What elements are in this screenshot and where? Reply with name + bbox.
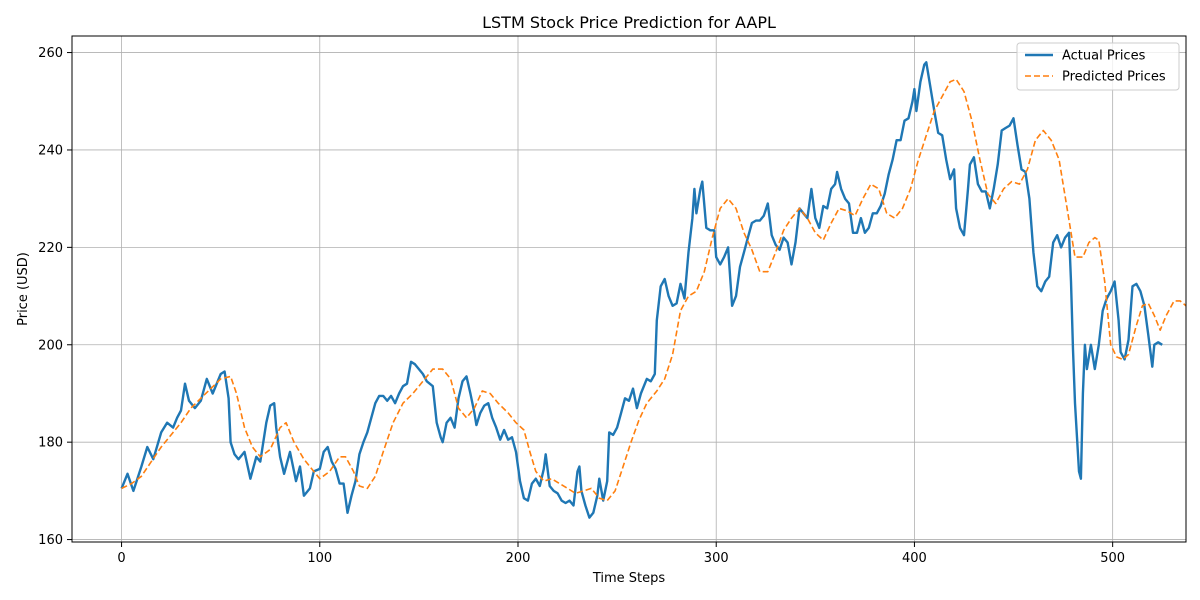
y-tick-label: 200 [38,338,63,353]
axis-ticks: 0 100 200 300 400 500 160 180 200 220 240 260 [38,46,1125,566]
y-tick-label: 180 [38,436,63,451]
y-tick-label: 260 [38,46,63,61]
series-layer [120,61,1186,519]
legend-box [1016,42,1180,91]
plot-area-frame [71,35,1187,543]
legend-label: Predicted Prices [1062,70,1166,85]
y-tick-label: 240 [38,143,63,158]
y-tick-label: 220 [38,241,63,256]
x-tick-label: 400 [902,551,927,566]
y-axis-title: Price (USD) [16,252,31,326]
x-tick-label: 200 [506,551,531,566]
predicted-prices-line [121,78,1186,502]
x-tick-label: 500 [1100,551,1125,566]
x-axis-title: Time Steps [592,571,666,586]
actual-prices-line [120,61,1163,519]
chart-title: LSTM Stock Price Prediction for AAPL [482,13,776,32]
x-tick-label: 0 [117,551,125,566]
x-tick-label: 100 [307,551,332,566]
legend: Actual Prices Predicted Prices [1016,42,1180,91]
legend-label: Actual Prices [1062,49,1146,64]
x-tick-label: 300 [704,551,729,566]
y-tick-label: 160 [38,533,63,548]
